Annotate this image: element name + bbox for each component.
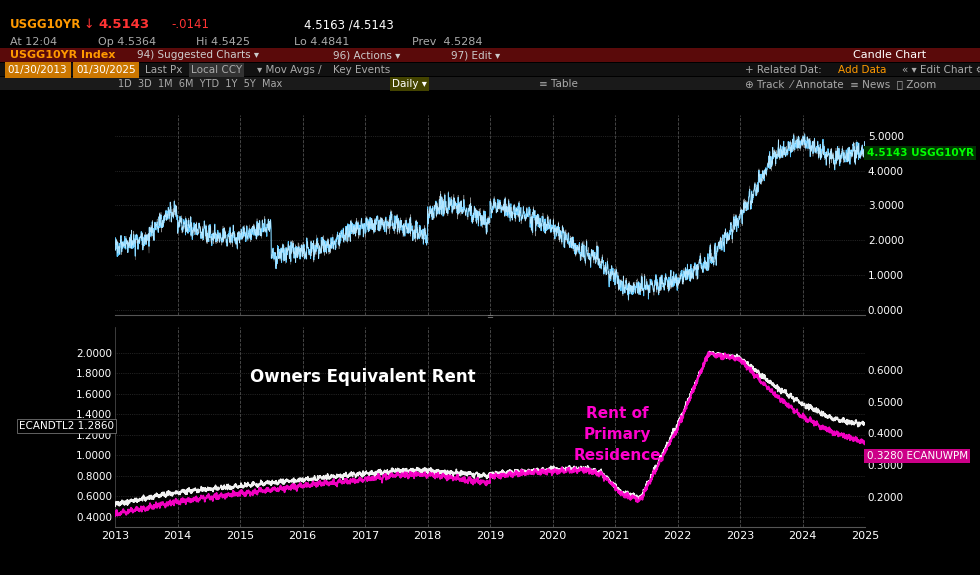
Text: At 12:04: At 12:04 [10, 37, 57, 47]
Text: ↓: ↓ [83, 18, 94, 32]
Text: ≡ Table: ≡ Table [539, 79, 578, 89]
Text: ⊕ Track  ⁄ Annotate  ≡ News  ⌕ Zoom: ⊕ Track ⁄ Annotate ≡ News ⌕ Zoom [745, 79, 936, 89]
Text: Local CCY: Local CCY [191, 65, 242, 75]
Text: Last Px: Last Px [145, 65, 182, 75]
Text: 4.5163 /4.5143: 4.5163 /4.5143 [304, 18, 394, 32]
Text: 0.3280 ECANUWPM: 0.3280 ECANUWPM [866, 451, 967, 461]
Text: Owners Equivalent Rent: Owners Equivalent Rent [250, 368, 475, 386]
Text: ▾ Mov Avgs /: ▾ Mov Avgs / [257, 65, 321, 75]
Text: ECANDTL2 1.2860: ECANDTL2 1.2860 [20, 421, 115, 431]
Text: Rent of
Primary
Residence: Rent of Primary Residence [573, 407, 662, 463]
Text: Candle Chart: Candle Chart [853, 50, 926, 60]
Text: 94) Suggested Charts ▾: 94) Suggested Charts ▾ [137, 50, 260, 60]
Text: Key Events: Key Events [333, 65, 390, 75]
Text: 1D  3D  1M  6M  YTD  1Y  5Y  Max: 1D 3D 1M 6M YTD 1Y 5Y Max [118, 79, 282, 89]
Text: 01/30/2013: 01/30/2013 [8, 65, 68, 75]
Text: =: = [486, 312, 494, 321]
Text: « ▾ Edit Chart ⚙: « ▾ Edit Chart ⚙ [902, 65, 980, 75]
Text: -.0141: -.0141 [172, 18, 210, 32]
Text: Add Data: Add Data [838, 65, 886, 75]
Text: Daily ▾: Daily ▾ [392, 79, 427, 89]
Text: 4.5143 USGG10YR: 4.5143 USGG10YR [866, 148, 973, 158]
Text: USGG10YR: USGG10YR [10, 18, 81, 32]
Text: Lo 4.4841: Lo 4.4841 [294, 37, 350, 47]
Text: 01/30/2025: 01/30/2025 [76, 65, 136, 75]
Text: 97) Edit ▾: 97) Edit ▾ [451, 50, 500, 60]
Text: Prev  4.5284: Prev 4.5284 [412, 37, 482, 47]
Text: Hi 4.5425: Hi 4.5425 [196, 37, 250, 47]
Text: 96) Actions ▾: 96) Actions ▾ [333, 50, 401, 60]
Text: Op 4.5364: Op 4.5364 [98, 37, 156, 47]
Text: USGG10YR Index: USGG10YR Index [10, 50, 116, 60]
Text: + Related Dat:: + Related Dat: [745, 65, 821, 75]
Text: 4.5143: 4.5143 [98, 18, 149, 32]
